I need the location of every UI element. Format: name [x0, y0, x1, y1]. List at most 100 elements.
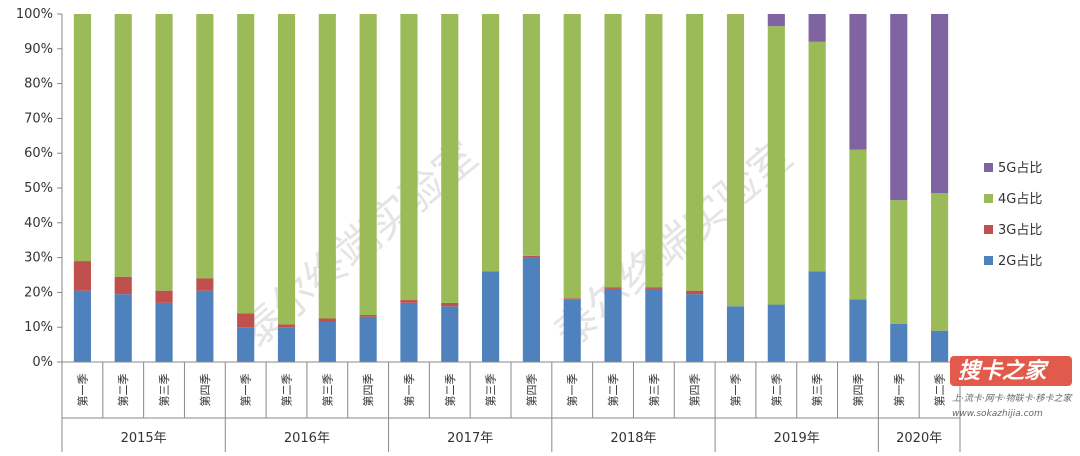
x-category-label: 第一季 [239, 374, 253, 407]
x-category-label: 第二季 [116, 374, 130, 407]
bar-segment-3G占比 [563, 298, 581, 300]
x-category-label: 第二季 [443, 374, 457, 407]
bar-segment-3G占比 [400, 300, 418, 303]
bar-segment-4G占比 [400, 14, 418, 301]
x-category-label: 第四季 [688, 374, 702, 407]
x-category-label: 第三季 [320, 374, 334, 407]
bar-segment-4G占比 [808, 41, 826, 272]
bar-segment-3G占比 [155, 290, 173, 303]
bar-segment-5G占比 [890, 14, 908, 201]
bar-segment-2G占比 [767, 304, 785, 362]
bar-segment-4G占比 [482, 14, 500, 272]
bar-segment-2G占比 [482, 271, 500, 362]
bar-segment-2G占比 [318, 321, 336, 362]
bar-segment-4G占比 [441, 14, 459, 303]
bar-segment-3G占比 [237, 313, 255, 328]
bar-segment-3G占比 [114, 276, 132, 295]
y-tick-label: 60% [24, 146, 53, 161]
x-category-label: 第一季 [729, 374, 743, 407]
bar-segment-3G占比 [277, 324, 296, 328]
legend: 5G占比 4G占比 3G占比 2G占比 [984, 161, 1042, 269]
bar-segment-4G占比 [318, 14, 336, 319]
bar-segment-4G占比 [196, 14, 214, 279]
bar-segment-4G占比 [726, 14, 745, 307]
y-tick-label: 30% [24, 251, 53, 266]
bar-segment-5G占比 [849, 14, 867, 150]
bar-segment-4G占比 [890, 200, 908, 324]
bar-segment-4G占比 [155, 14, 173, 291]
legend-label: 2G占比 [998, 254, 1042, 269]
bar-segment-2G占比 [114, 294, 132, 362]
x-category-label: 第一季 [75, 374, 89, 407]
x-group-label: 2017年 [447, 431, 493, 446]
bar-segment-2G占比 [604, 288, 622, 362]
x-category-label: 第四季 [198, 374, 212, 407]
watermark-text-2: 泰尔终端实验室 [545, 131, 802, 358]
bar-segment-3G占比 [318, 318, 336, 322]
x-group-label: 2016年 [284, 431, 330, 446]
y-tick-label: 20% [24, 285, 53, 300]
y-tick-label: 40% [24, 216, 53, 231]
x-group-label: 2019年 [774, 431, 820, 446]
bar-segment-3G占比 [645, 287, 663, 289]
logo-badge [950, 356, 1072, 386]
legend-label: 4G占比 [998, 192, 1042, 207]
bar-segment-4G占比 [522, 14, 540, 256]
bar-segment-3G占比 [73, 261, 91, 291]
bar-segment-4G占比 [849, 149, 867, 300]
bar-segment-2G占比 [277, 327, 296, 362]
x-category-label: 第三季 [647, 374, 661, 407]
bar-segment-2G占比 [522, 257, 540, 362]
legend-swatch [984, 225, 993, 234]
bar-segment-2G占比 [890, 323, 908, 362]
bar-segment-5G占比 [767, 14, 785, 27]
legend-swatch [984, 194, 993, 203]
bar-segment-2G占比 [849, 299, 867, 362]
bar-segment-5G占比 [931, 14, 949, 194]
x-category-label: 第四季 [524, 374, 538, 407]
x-category-label: 第二季 [280, 374, 294, 407]
y-tick-label: 100% [16, 7, 53, 22]
bar-segment-4G占比 [931, 193, 949, 331]
x-category-label: 第二季 [933, 374, 947, 407]
x-category-label: 第四季 [851, 374, 865, 407]
bar-segment-2G占比 [155, 302, 173, 362]
x-group-label: 2018年 [610, 431, 656, 446]
bar-segment-3G占比 [522, 255, 540, 258]
legend-label: 5G占比 [998, 161, 1042, 176]
bar-segment-4G占比 [277, 14, 296, 325]
bar-segment-2G占比 [441, 306, 459, 362]
y-tick-label: 50% [24, 181, 53, 196]
bar-segment-3G占比 [196, 278, 214, 291]
bar-segment-2G占比 [808, 271, 826, 362]
bar-segment-3G占比 [441, 302, 459, 307]
bar-segment-2G占比 [73, 290, 91, 362]
bar-segment-4G占比 [604, 14, 622, 288]
x-axis: 第一季 第二季 第三季 第四季 第一季 第二季 第三季 第四季 第一季 第二季 第三季 第四季 第一季 第… [61, 361, 961, 452]
x-category-label: 第一季 [565, 374, 579, 407]
site-logo: 搜卡之家 上·流卡·网卡·物联卡·移卡之家 www.sokazhijia.com [950, 356, 1072, 419]
y-axis: 0% 10% 20% 30% 40% 50% 60% 70% 80% 90% 100% [16, 7, 63, 370]
y-tick-label: 80% [24, 77, 53, 92]
bar-segment-2G占比 [359, 316, 377, 362]
x-category-label: 第三季 [810, 374, 824, 407]
x-category-label: 第四季 [361, 374, 375, 407]
logo-url-text: www.sokazhijia.com [952, 409, 1043, 419]
x-category-label: 第二季 [769, 374, 783, 407]
bar-segment-4G占比 [359, 14, 377, 316]
bar-segment-3G占比 [604, 287, 622, 289]
bars-layer [73, 14, 949, 362]
logo-main-text: 搜卡之家 [958, 358, 1049, 384]
bar-segment-2G占比 [196, 290, 214, 362]
bar-segment-4G占比 [237, 14, 255, 314]
bar-segment-4G占比 [767, 26, 785, 305]
bar-segment-4G占比 [73, 14, 91, 262]
x-category-label: 第二季 [606, 374, 620, 407]
x-category-label: 第一季 [892, 374, 906, 407]
bar-segment-2G占比 [645, 288, 663, 362]
bar-segment-4G占比 [645, 14, 663, 288]
x-group-label: 2020年 [896, 431, 942, 446]
bar-segment-2G占比 [686, 294, 704, 362]
x-category-label: 第三季 [484, 374, 498, 407]
